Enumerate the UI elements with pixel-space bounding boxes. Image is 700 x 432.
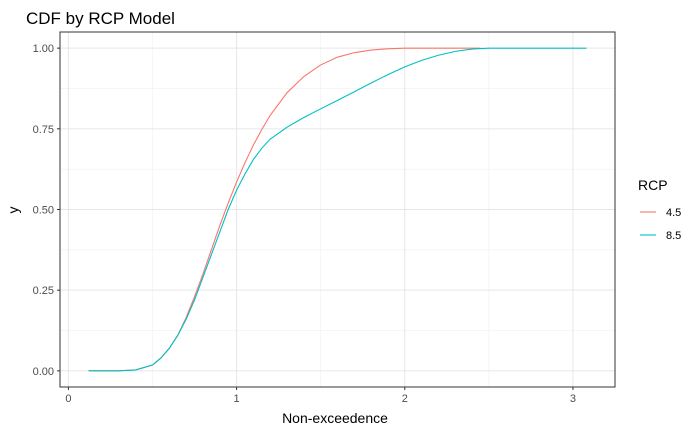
series-line-8-5 [88, 47, 587, 372]
x-tick-label: 1 [234, 393, 240, 405]
y-tick-label: 1.00 [33, 43, 54, 55]
major-grid [60, 32, 615, 387]
y-axis-title: y [5, 207, 21, 214]
y-tick-label: 0.00 [33, 366, 54, 378]
y-axis: 0.00 0.25 0.50 0.75 1.00 [33, 43, 60, 378]
x-tick-label: 2 [402, 393, 408, 405]
y-tick-label: 0.25 [33, 285, 54, 297]
legend-title: RCP [638, 177, 668, 193]
y-tick-label: 0.50 [33, 205, 54, 217]
legend-label-8-5: 8.5 [666, 230, 681, 242]
x-tick-label: 0 [65, 393, 71, 405]
legend: RCP 4.5 8.5 [638, 177, 681, 242]
chart-title: CDF by RCP Model [26, 9, 175, 28]
x-axis: 0 1 2 3 [65, 387, 576, 405]
y-tick-label: 0.75 [33, 124, 54, 136]
x-tick-label: 3 [570, 393, 576, 405]
legend-label-4-5: 4.5 [666, 207, 681, 219]
series-lines [88, 47, 587, 372]
x-axis-title: Non-exceedence [282, 410, 388, 426]
